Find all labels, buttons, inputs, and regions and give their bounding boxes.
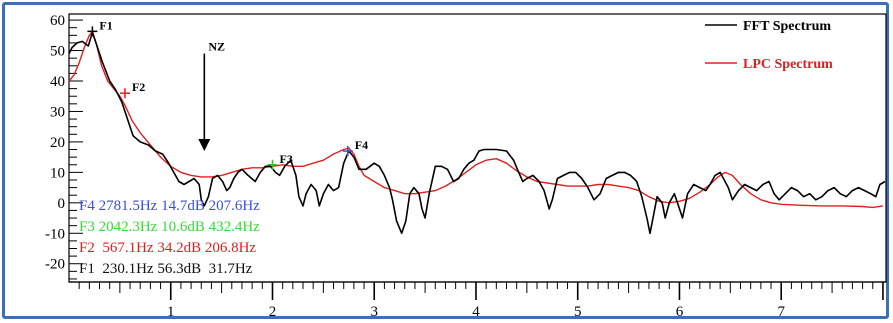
nz-label: NZ: [208, 40, 225, 54]
peak-label-f4: F4: [355, 138, 368, 152]
y-tick-label: 40: [50, 74, 65, 90]
readout-line: F1 230.1Hz 56.3dB 31.7Hz: [79, 261, 253, 277]
x-tick-label: 4: [472, 304, 480, 320]
x-axis: 1 2 3 4 5 6 7: [69, 281, 886, 320]
series-layer: [68, 30, 886, 235]
y-tick-label: 60: [50, 13, 65, 29]
nz-annotation: NZ: [198, 40, 225, 152]
legend-label: LPC Spectrum: [743, 57, 833, 72]
peak-label-f1: F1: [99, 18, 112, 32]
x-tick-label: 6: [676, 304, 684, 320]
readout-line: F3 2042.3Hz 10.6dB 432.4Hz: [79, 219, 260, 235]
y-tick-label: 10: [50, 165, 65, 181]
peak-markers: F1 F2 F3 F4: [87, 18, 368, 170]
y-tick-label: -20: [45, 257, 65, 273]
x-tick-label: 3: [370, 304, 378, 320]
fft-spectrum-line: [68, 31, 886, 235]
x-tick-label: 1: [167, 304, 175, 320]
x-tick-label: 7: [777, 304, 785, 320]
y-tick-label: 0: [58, 196, 66, 212]
nz-arrow-head: [198, 139, 211, 152]
x-tick-label: 2: [269, 304, 277, 320]
y-tick-label: 50: [50, 44, 65, 60]
readout-line: F4 2781.5Hz 14.7dB 207.6Hz: [79, 198, 260, 214]
y-tick-label: -10: [45, 226, 65, 242]
readout-line: F2 567.1Hz 34.2dB 206.8Hz: [79, 240, 256, 256]
peak-label-f2: F2: [132, 80, 145, 94]
legend: FFT Spectrum LPC Spectrum: [705, 19, 833, 72]
y-tick-label: 30: [50, 104, 65, 120]
x-tick-label: 5: [574, 304, 582, 320]
peak-label-f3: F3: [279, 152, 292, 166]
legend-label: FFT Spectrum: [743, 19, 831, 34]
y-tick-label: 20: [50, 135, 65, 151]
formant-readouts: F4 2781.5Hz 14.7dB 207.6Hz F3 2042.3Hz 10…: [79, 198, 260, 277]
y-axis: 60 50 40 30 20 10 0 -10 -20: [45, 13, 83, 280]
